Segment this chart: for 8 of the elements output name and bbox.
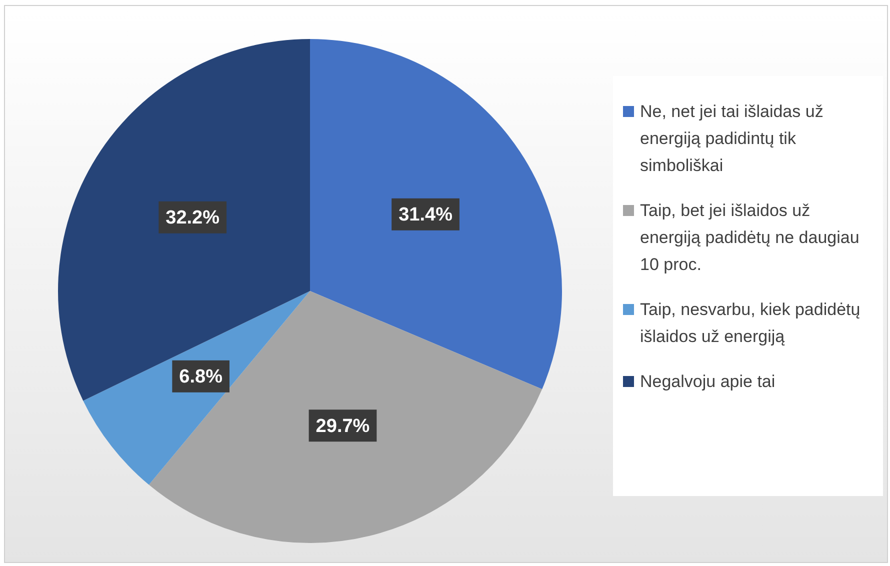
data-label: 29.7% (316, 416, 370, 437)
data-label: 31.4% (398, 204, 453, 226)
legend-label: Taip, nesvarbu, kiek padidėtų išlaidos už energiją (640, 299, 862, 348)
data-label: 32.2% (166, 208, 220, 229)
data-label: 6.8% (179, 366, 223, 388)
legend-label: Taip, bet jei išlaidos už energiją padidėtų ne daugiau 10 proc. (640, 200, 860, 276)
legend-label: Negalvoju apie tai (640, 371, 776, 393)
legend-label: Ne, net jei tai išlaidas už energiją padidintų tik simboliškai (640, 101, 824, 177)
